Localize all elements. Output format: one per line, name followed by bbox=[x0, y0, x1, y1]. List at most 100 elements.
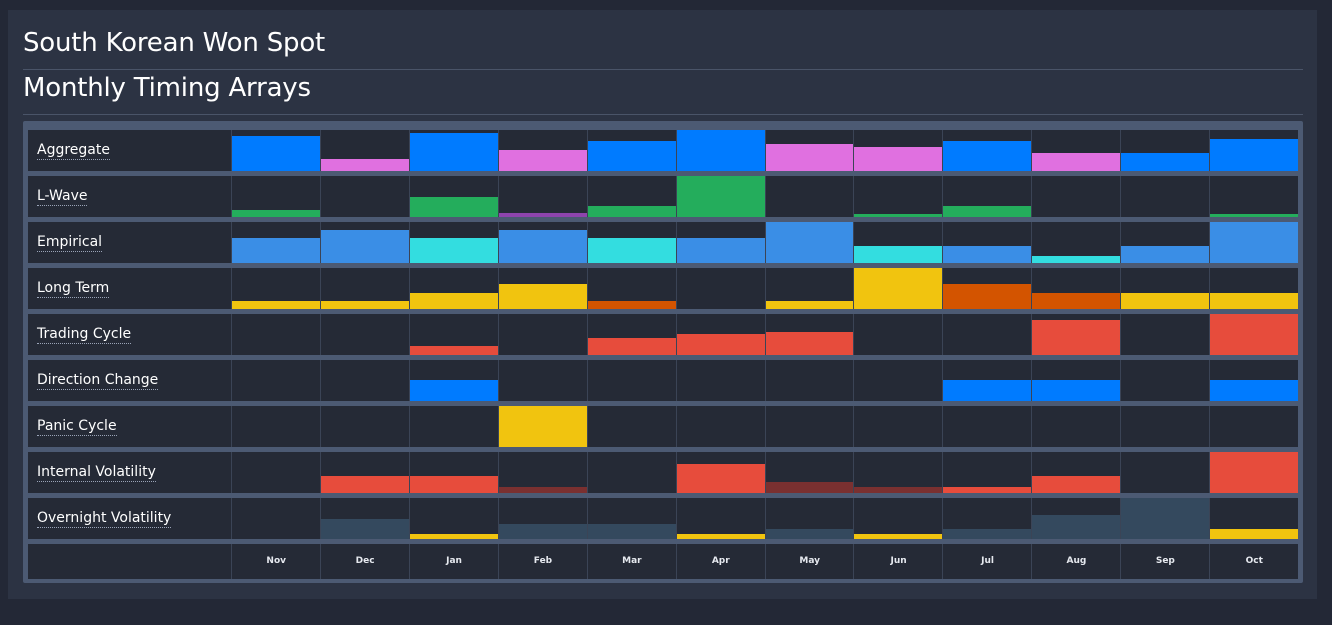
row-label-cell: Aggregate bbox=[28, 130, 231, 171]
row-label-cell: Long Term bbox=[28, 268, 231, 309]
bar-direction-change-oct bbox=[1210, 380, 1299, 401]
cell-l-wave-may bbox=[764, 176, 854, 217]
cell-l-wave-feb bbox=[497, 176, 588, 217]
cell-panic-cycle-may bbox=[764, 406, 854, 447]
bar-empirical-jul bbox=[943, 246, 1032, 263]
cell-internal-volatility-jun bbox=[853, 452, 943, 493]
bar-l-wave-nov bbox=[232, 210, 321, 217]
cell-overnight-volatility-sep bbox=[1120, 498, 1210, 539]
bar-trading-cycle-oct bbox=[1210, 314, 1299, 355]
cell-long-term-nov bbox=[231, 268, 321, 309]
cell-panic-cycle-jan bbox=[408, 406, 499, 447]
bar-long-term-may bbox=[765, 301, 854, 309]
cell-internal-volatility-oct bbox=[1209, 452, 1299, 493]
row-label-cell: Empirical bbox=[28, 222, 231, 263]
cell-overnight-volatility-jul bbox=[942, 498, 1032, 539]
cell-empirical-sep bbox=[1120, 222, 1210, 263]
row-label-cell: Trading Cycle bbox=[28, 314, 231, 355]
bar-trading-cycle-apr bbox=[676, 334, 765, 355]
row-label[interactable]: Long Term bbox=[37, 280, 110, 298]
cell-trading-cycle-aug bbox=[1031, 314, 1121, 355]
month-label: Jan bbox=[446, 556, 462, 566]
bar-aggregate-mar bbox=[587, 141, 677, 171]
row-label-cell: Internal Volatility bbox=[28, 452, 231, 493]
cell-direction-change-jan bbox=[408, 360, 499, 401]
cell-aggregate-may bbox=[764, 130, 854, 171]
cell-empirical-may bbox=[764, 222, 854, 263]
cell-internal-volatility-aug bbox=[1031, 452, 1121, 493]
cell-long-term-may bbox=[764, 268, 854, 309]
bar-direction-change-jan bbox=[409, 380, 499, 401]
cell-direction-change-may bbox=[764, 360, 854, 401]
cell-long-term-oct bbox=[1209, 268, 1299, 309]
bar-aggregate-jul bbox=[943, 141, 1032, 171]
chart-subtitle: Monthly Timing Arrays bbox=[23, 73, 311, 103]
bar-direction-change-aug bbox=[1032, 380, 1121, 401]
cell-overnight-volatility-feb bbox=[497, 498, 588, 539]
month-label: Jul bbox=[981, 556, 994, 566]
cell-overnight-volatility-dec bbox=[319, 498, 410, 539]
bar-l-wave-apr bbox=[676, 176, 765, 217]
bar-internal-volatility-oct bbox=[1210, 452, 1299, 493]
row-label[interactable]: Aggregate bbox=[37, 142, 110, 160]
bar-overnight-volatility-jan bbox=[409, 534, 499, 539]
bar-aggregate-aug bbox=[1032, 153, 1121, 171]
month-label: Apr bbox=[711, 556, 730, 566]
row-label-cell: Direction Change bbox=[28, 360, 231, 401]
row-label[interactable]: L-Wave bbox=[37, 188, 88, 206]
array-row-overnight-volatility: Overnight Volatility bbox=[28, 498, 1299, 539]
array-row-l-wave: L-Wave bbox=[28, 176, 1299, 217]
axis-corner-cell bbox=[28, 544, 231, 579]
cell-l-wave-apr bbox=[675, 176, 765, 217]
row-label[interactable]: Internal Volatility bbox=[37, 464, 156, 482]
month-cell-aug: Aug bbox=[1031, 544, 1121, 579]
row-label[interactable]: Overnight Volatility bbox=[37, 510, 172, 528]
month-cell-may: May bbox=[764, 544, 854, 579]
month-cell-oct: Oct bbox=[1209, 544, 1299, 579]
bar-internal-volatility-jun bbox=[854, 487, 943, 493]
cell-aggregate-apr bbox=[675, 130, 765, 171]
bar-overnight-volatility-jun bbox=[854, 534, 943, 539]
bar-overnight-volatility-mar bbox=[587, 524, 677, 539]
row-label[interactable]: Direction Change bbox=[37, 372, 159, 390]
cell-l-wave-oct bbox=[1209, 176, 1299, 217]
row-label[interactable]: Empirical bbox=[37, 234, 103, 252]
cell-direction-change-sep bbox=[1120, 360, 1210, 401]
cell-panic-cycle-sep bbox=[1120, 406, 1210, 447]
bar-overnight-volatility-sep bbox=[1121, 498, 1210, 539]
bar-empirical-jun bbox=[854, 246, 943, 263]
bar-trading-cycle-aug bbox=[1032, 320, 1121, 355]
cell-trading-cycle-oct bbox=[1209, 314, 1299, 355]
cell-trading-cycle-jul bbox=[942, 314, 1032, 355]
bar-long-term-oct bbox=[1210, 293, 1299, 309]
cell-aggregate-feb bbox=[497, 130, 588, 171]
month-label: Aug bbox=[1066, 556, 1087, 566]
cell-trading-cycle-may bbox=[764, 314, 854, 355]
row-label[interactable]: Trading Cycle bbox=[37, 326, 132, 344]
cell-empirical-jun bbox=[853, 222, 943, 263]
cell-long-term-sep bbox=[1120, 268, 1210, 309]
cell-trading-cycle-mar bbox=[586, 314, 677, 355]
cell-internal-volatility-dec bbox=[319, 452, 410, 493]
bar-empirical-aug bbox=[1032, 256, 1121, 263]
array-row-aggregate: Aggregate bbox=[28, 130, 1299, 171]
cell-overnight-volatility-mar bbox=[586, 498, 677, 539]
month-cell-mar: Mar bbox=[586, 544, 677, 579]
bar-overnight-volatility-aug bbox=[1032, 515, 1121, 539]
bar-overnight-volatility-oct bbox=[1210, 529, 1299, 539]
cell-aggregate-sep bbox=[1120, 130, 1210, 171]
bar-internal-volatility-jan bbox=[409, 476, 499, 493]
cell-trading-cycle-jan bbox=[408, 314, 499, 355]
cell-long-term-jun bbox=[853, 268, 943, 309]
month-cell-jul: Jul bbox=[942, 544, 1032, 579]
bar-overnight-volatility-may bbox=[765, 529, 854, 539]
row-label[interactable]: Panic Cycle bbox=[37, 418, 117, 436]
cell-empirical-feb bbox=[497, 222, 588, 263]
cell-panic-cycle-dec bbox=[319, 406, 410, 447]
bar-trading-cycle-may bbox=[765, 332, 854, 355]
cell-long-term-aug bbox=[1031, 268, 1121, 309]
bar-panic-cycle-feb bbox=[498, 406, 588, 447]
cell-trading-cycle-apr bbox=[675, 314, 765, 355]
cell-internal-volatility-nov bbox=[231, 452, 321, 493]
cell-panic-cycle-jun bbox=[853, 406, 943, 447]
